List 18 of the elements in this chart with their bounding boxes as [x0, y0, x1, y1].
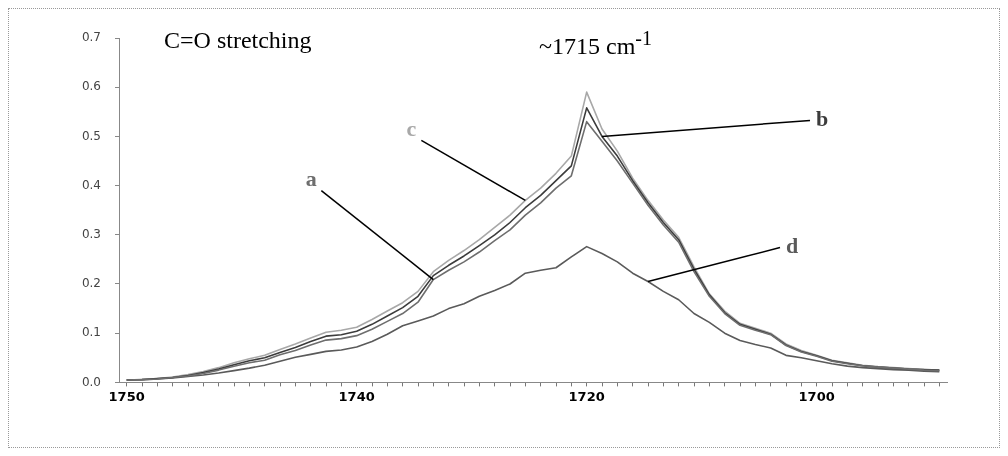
annotation: ~1715 cm$^{-1}$ — [539, 27, 652, 60]
text: b — [815, 106, 829, 132]
text: d — [785, 233, 799, 259]
y-tick-label: 0.1 — [81, 325, 101, 340]
x-tick-label: 1720 — [568, 388, 605, 404]
y-tick-label: 0.3 — [81, 226, 101, 241]
y-tick-label: 0.4 — [81, 177, 101, 192]
x-tick-label: 1750 — [108, 388, 145, 404]
y-tick-label: 0.7 — [81, 30, 101, 45]
y-tick-label: 0.0 — [81, 374, 101, 389]
x-tick-label: 1740 — [338, 388, 375, 404]
x-tick-label: 1700 — [798, 388, 835, 404]
text: a — [305, 166, 317, 192]
y-tick-label: 0.6 — [81, 79, 101, 94]
y-tick-label: 0.2 — [81, 276, 101, 291]
annotation: C=O stretching — [164, 27, 312, 54]
y-tick-label: 0.5 — [81, 128, 101, 143]
text: c — [406, 116, 417, 142]
